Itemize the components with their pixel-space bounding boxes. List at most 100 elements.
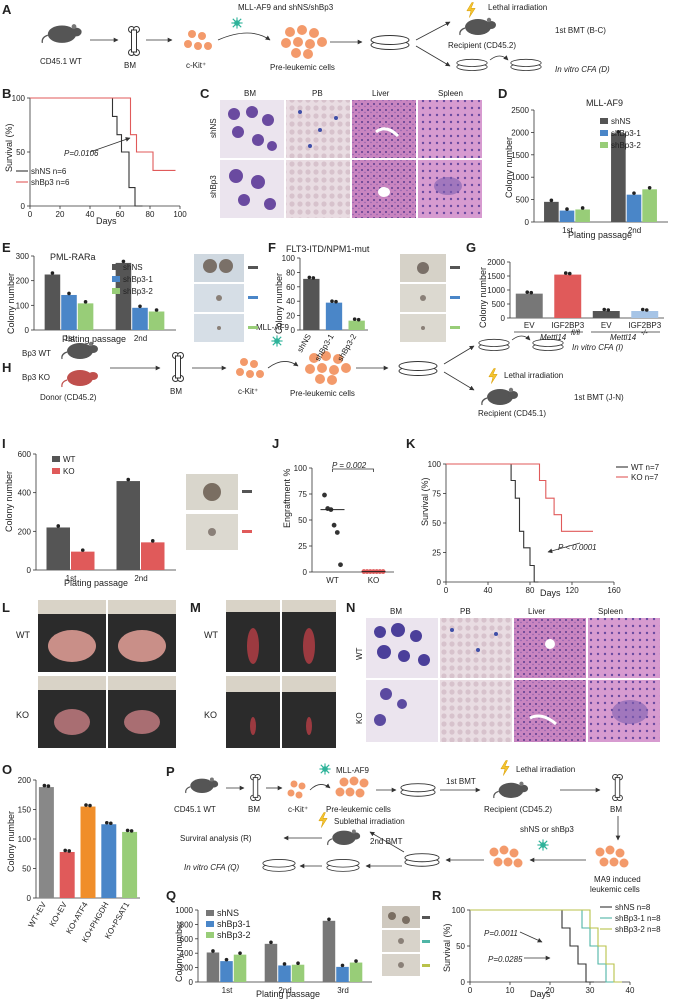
y-tick-label-D: 0 bbox=[525, 218, 530, 227]
y-tick-label-I: 400 bbox=[18, 489, 32, 498]
data-point-Q bbox=[224, 957, 229, 962]
y-tick-label-G: 2000 bbox=[487, 258, 505, 267]
bar-O bbox=[38, 787, 54, 898]
x-tick-label-B: 40 bbox=[86, 210, 95, 219]
data-point-J bbox=[331, 522, 337, 528]
panel-g-group1-sup: fl/fl bbox=[571, 330, 580, 337]
survival-curve-B bbox=[30, 97, 143, 207]
panel-p-cfa: In vitro CFA (Q) bbox=[184, 863, 239, 872]
legend-label-K: KO n=7 bbox=[631, 473, 659, 482]
transduced-cells-icon bbox=[489, 845, 523, 868]
legend-swatch-I bbox=[52, 468, 60, 474]
panel-l-label: L bbox=[2, 600, 10, 615]
y-tick-label-D: 1000 bbox=[511, 173, 529, 182]
panel-a-irradiation: Lethal irradiation bbox=[488, 3, 547, 12]
bar-G bbox=[631, 311, 659, 318]
y-tick-label-E: 0 bbox=[25, 326, 30, 335]
panel-h-ckit: c-Kit⁺ bbox=[238, 387, 258, 396]
arrow bbox=[443, 345, 475, 365]
x-tick-label-Q: 1st bbox=[222, 986, 233, 995]
legend-swatch-E bbox=[112, 276, 120, 282]
y-tick-label-F: 100 bbox=[282, 254, 296, 263]
data-point-Q bbox=[296, 961, 300, 966]
legend-label-B: shNS n=6 bbox=[31, 167, 67, 176]
arrow bbox=[415, 21, 451, 41]
panel-f-ylabel: Colony number bbox=[274, 273, 284, 334]
data-point-F bbox=[334, 299, 338, 304]
panel-h-bmt: 1st BMT (J-N) bbox=[574, 393, 624, 402]
arrow bbox=[489, 55, 509, 61]
data-point-Q bbox=[282, 962, 287, 966]
panel-c-col-pb: PB bbox=[312, 89, 323, 98]
x-tick-label-K: 80 bbox=[526, 586, 535, 595]
panel-h-label: H bbox=[2, 360, 11, 375]
data-point-G bbox=[640, 307, 645, 312]
bone-icon bbox=[250, 774, 261, 801]
x-tick-label-Q: 2nd bbox=[278, 986, 291, 995]
x-tick-label-R: 10 bbox=[506, 986, 515, 995]
y-tick-label-O: 150 bbox=[18, 806, 32, 815]
panel-g-ylabel: Colony number bbox=[478, 267, 488, 328]
y-tick-label-O: 0 bbox=[27, 894, 32, 903]
panel-h-bm: BM bbox=[170, 387, 182, 396]
data-point-O bbox=[63, 848, 67, 853]
bar-E bbox=[77, 303, 94, 330]
data-point-Q bbox=[238, 951, 242, 955]
y-tick-label-J: 25 bbox=[298, 542, 307, 551]
panel-f-title: FLT3-ITD/NPM1-mut bbox=[286, 244, 370, 254]
panel-j-label: J bbox=[272, 436, 279, 451]
ckit-cells-icon bbox=[287, 780, 306, 799]
data-point-G bbox=[567, 271, 572, 276]
recipient-mouse-icon bbox=[459, 17, 497, 36]
bar-D bbox=[544, 201, 559, 222]
panel-h-preleukemic: Pre-leukemic cells bbox=[290, 389, 355, 398]
ko-mouse-icon bbox=[61, 370, 98, 388]
x-tick-label-O: KO+EV bbox=[48, 900, 70, 928]
data-point-G bbox=[525, 290, 530, 294]
legend-swatch-D bbox=[600, 130, 608, 136]
bar-D bbox=[642, 189, 657, 222]
panel-c-col-spleen: Spleen bbox=[438, 89, 463, 98]
legend-label-E: shNS bbox=[123, 263, 143, 272]
x-tick-label-G: IGF2BP3 bbox=[551, 321, 584, 330]
y-tick-label-R: 50 bbox=[456, 942, 465, 951]
x-tick-label-I: 2nd bbox=[134, 574, 147, 583]
arrow bbox=[511, 335, 531, 341]
panel-d-title: MLL-AF9 bbox=[586, 98, 623, 108]
legend-label-E: shBp3-1 bbox=[123, 275, 153, 284]
data-point-O bbox=[42, 783, 47, 788]
bar-Q bbox=[264, 943, 278, 982]
panel-g-group1: Mettl14 bbox=[540, 333, 567, 342]
histology-grid bbox=[366, 618, 660, 742]
y-tick-label-Q: 600 bbox=[180, 935, 194, 944]
y-tick-label-O: 50 bbox=[22, 865, 31, 874]
panel-k-pvalue: P < 0.0001 bbox=[558, 543, 597, 552]
data-point-O bbox=[105, 820, 109, 825]
arrow bbox=[309, 783, 331, 791]
y-tick-label-Q: 1000 bbox=[175, 906, 193, 915]
panel-p-shrna: shNS or shBp3 bbox=[520, 825, 574, 834]
y-tick-label-K: 0 bbox=[437, 578, 442, 587]
preleukemic-cells-icon bbox=[335, 776, 369, 798]
panel-h-recipient: Recipient (CD45.1) bbox=[478, 409, 546, 418]
data-point-E bbox=[154, 308, 159, 312]
panel-a-bmt: 1st BMT (B-C) bbox=[555, 26, 606, 35]
culture-dish-icon bbox=[404, 853, 440, 867]
panel-r-pvalue2: P=0.0285 bbox=[488, 955, 523, 964]
arrow bbox=[547, 542, 581, 554]
panel-m-row-wt: WT bbox=[204, 630, 218, 640]
arrow bbox=[217, 32, 271, 41]
panel-k-xlabel: Days bbox=[540, 588, 561, 598]
ckit-cells-icon bbox=[236, 358, 264, 378]
leukemic-cells-icon bbox=[595, 845, 629, 868]
y-tick-label-J: 75 bbox=[298, 490, 307, 499]
panel-n-label: N bbox=[346, 600, 355, 615]
y-tick-label-I: 600 bbox=[18, 450, 32, 459]
data-point-Q bbox=[211, 949, 215, 953]
panel-b-pvalue: P=0.0106 bbox=[64, 149, 99, 158]
panel-m-row-ko: KO bbox=[204, 710, 217, 720]
liver-photo-grid bbox=[38, 600, 176, 748]
panel-r-xlabel: Days bbox=[530, 989, 551, 999]
bar-E bbox=[115, 262, 132, 330]
recipient-mouse-icon bbox=[493, 781, 529, 799]
